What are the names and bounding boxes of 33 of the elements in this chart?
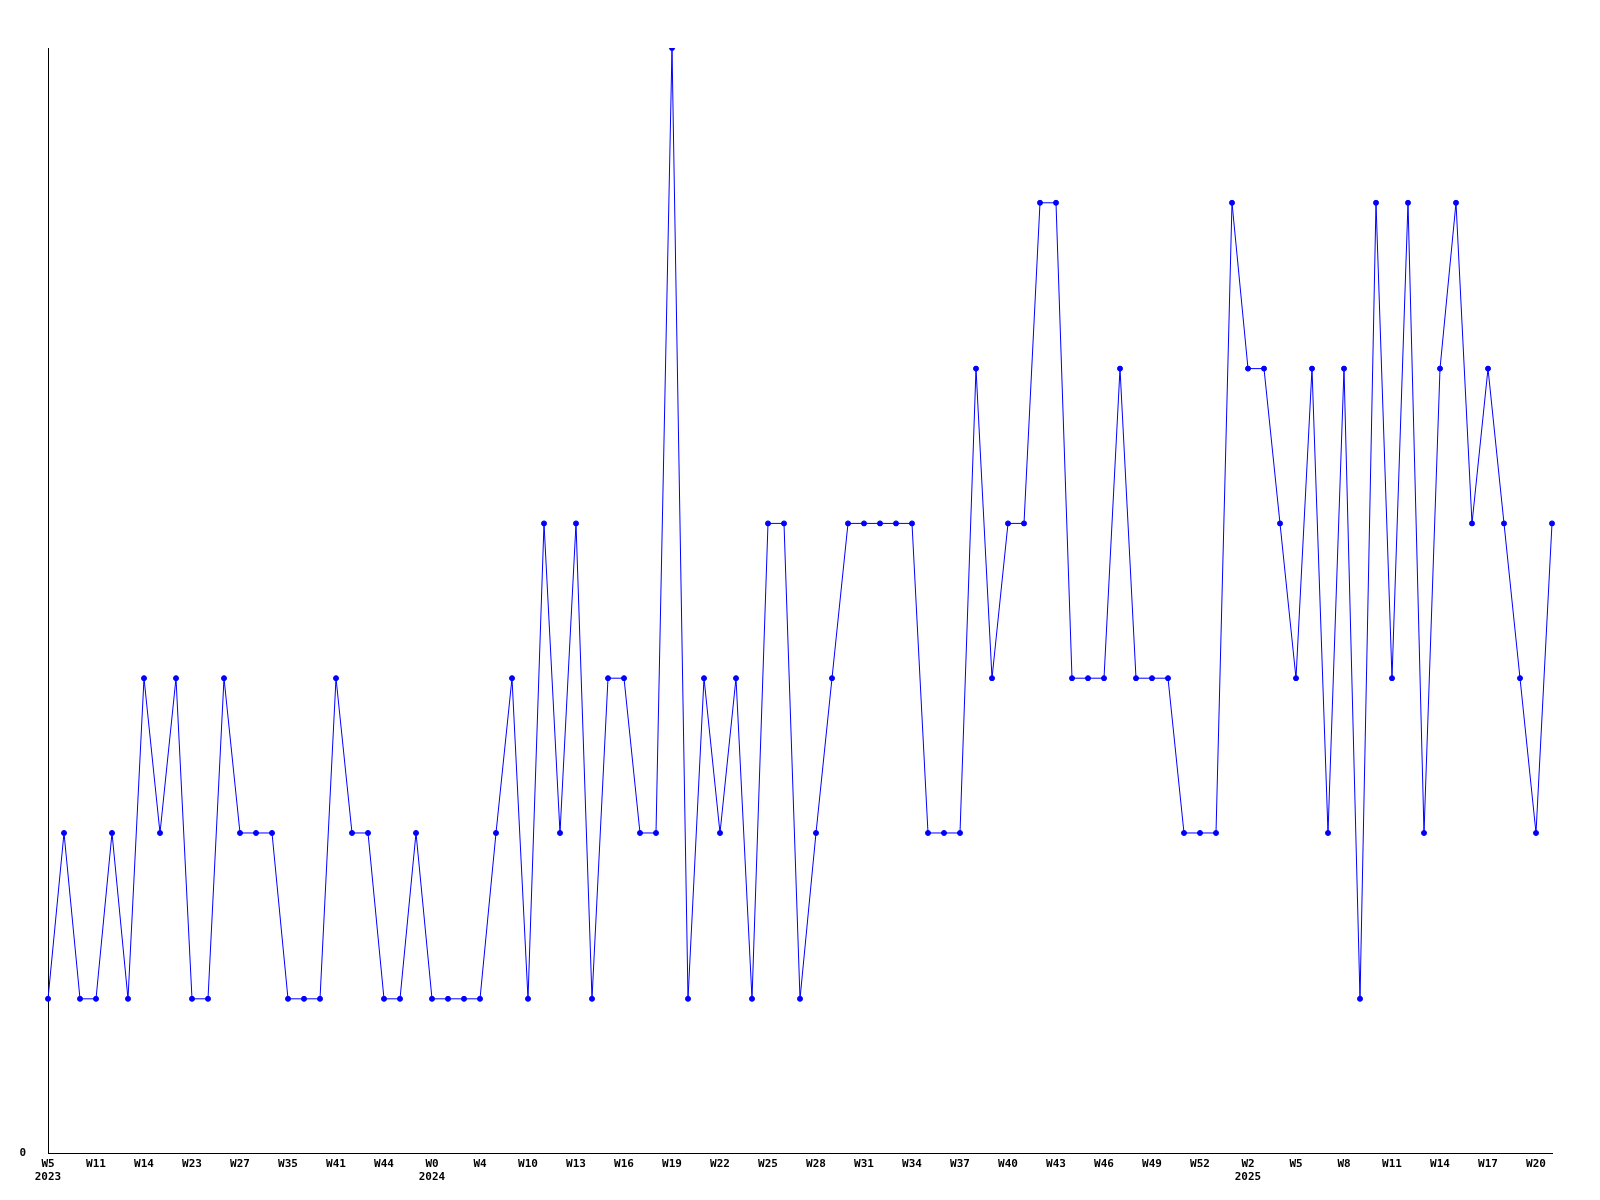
x-tick-label: W31 [854, 1157, 875, 1171]
x-tick-label: W5 2023 [34, 1157, 62, 1184]
x-tick-label: W16 [614, 1157, 635, 1171]
x-tick-label: W8 [1337, 1157, 1351, 1171]
x-tick-label: W10 [518, 1157, 538, 1171]
x-tick-label: W28 [806, 1157, 826, 1171]
x-tick-label: W23 [182, 1157, 202, 1171]
x-tick-label: W49 [1142, 1157, 1162, 1171]
x-tick-label: W44 [374, 1157, 395, 1171]
x-tick-label: W37 [950, 1157, 970, 1171]
x-tick-label: W4 [473, 1157, 487, 1171]
x-tick-label: W11 [1382, 1157, 1403, 1171]
x-tick-label: W2 2025 [1234, 1157, 1262, 1184]
x-tick-label: W34 [902, 1157, 923, 1171]
x-tick-label: W25 [758, 1157, 778, 1171]
x-tick-label: W40 [998, 1157, 1018, 1171]
x-tick-label: W14 [1430, 1157, 1451, 1171]
x-tick-label: W0 2024 [418, 1157, 446, 1184]
x-tick-label: W13 [566, 1157, 586, 1171]
text: 0 [19, 1146, 26, 1160]
x-tick-label: W43 [1046, 1157, 1066, 1171]
x-tick-label: W11 [86, 1157, 107, 1171]
x-tick-label: W27 [230, 1157, 250, 1171]
x-tick-label: W22 [710, 1157, 730, 1171]
x-tick-label: W46 [1094, 1157, 1115, 1171]
x-tick-label: W35 [278, 1157, 298, 1171]
x-tick-label: W41 [326, 1157, 347, 1171]
x-tick-label: W14 [134, 1157, 155, 1171]
x-tick-label: W52 [1190, 1157, 1210, 1171]
x-tick-label: W19 [662, 1157, 682, 1171]
x-tick-label: W20 [1526, 1157, 1546, 1171]
x-tick-label: W17 [1478, 1157, 1498, 1171]
x-tick-label: W5 [1289, 1157, 1303, 1171]
